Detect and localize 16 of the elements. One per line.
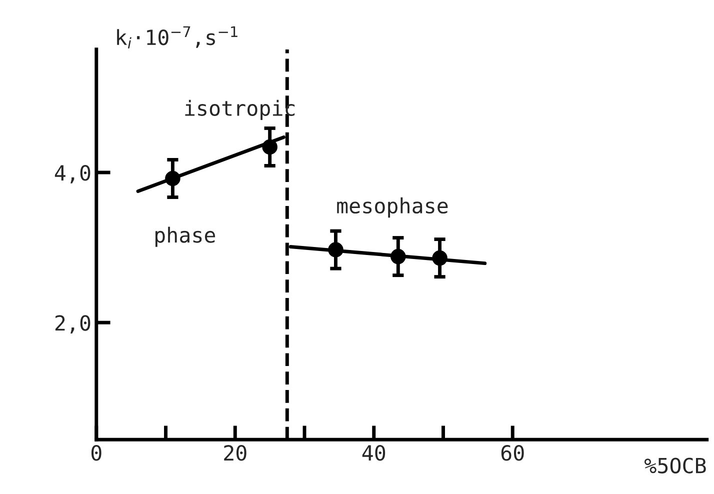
annotation: mesophase (337, 197, 448, 218)
point (165, 170, 180, 186)
point (432, 250, 448, 266)
x-tick-label: 0 (91, 445, 102, 461)
y-axis-title: k$_{i}$·10$^{−7}$,s$^{−1}$ (117, 26, 238, 48)
annotation: isotropic (185, 100, 295, 120)
point (262, 139, 278, 155)
y-tick-label: 2,0 (55, 315, 90, 334)
annotation: phase (155, 226, 216, 247)
x-tick-label: 20 (224, 445, 246, 461)
point (328, 242, 344, 258)
x-axis-title: %5OCB (644, 458, 706, 474)
point (390, 248, 406, 264)
x-tick-label: 60 (501, 445, 524, 461)
x-tick-label: 40 (362, 445, 386, 461)
y-tick-label: 4,0 (54, 164, 90, 184)
